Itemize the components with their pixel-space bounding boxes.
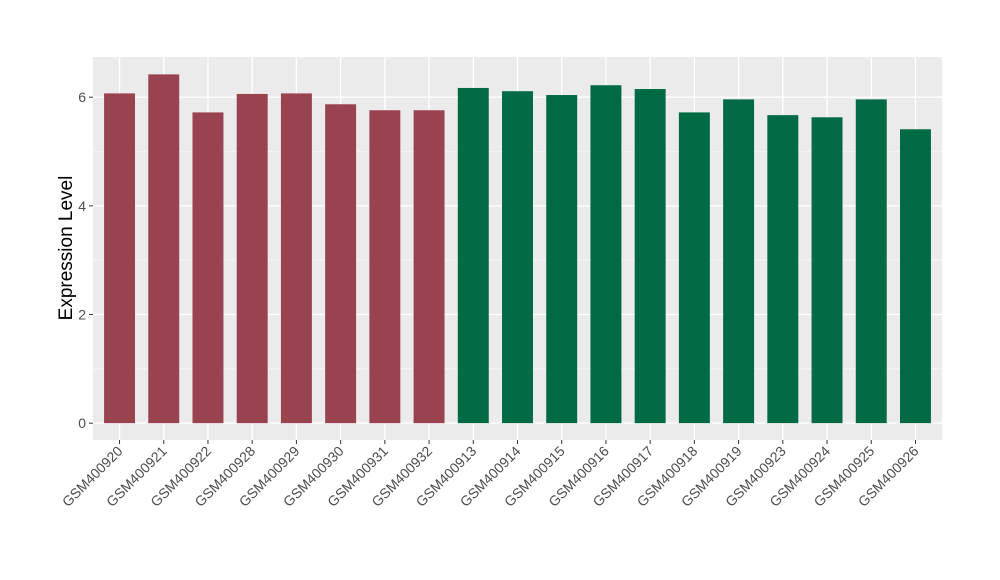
bar [678,112,710,424]
bar [634,89,666,424]
bar [855,99,887,424]
bar [192,112,224,424]
bar [236,93,268,424]
bar [457,87,489,424]
bar [811,117,843,424]
bar [546,95,578,424]
y-tick-label: 0 [78,415,86,431]
bar [413,110,445,424]
y-tick-label: 4 [78,198,86,214]
bar [590,85,622,424]
y-axis-label: Expression Level [56,176,77,321]
bar [502,91,533,424]
bar [280,93,312,424]
bar [369,110,401,424]
bar [723,99,755,424]
bar [104,93,136,424]
y-tick-label: 2 [78,307,86,323]
bar [899,129,931,424]
y-tick-label: 6 [78,89,86,105]
bar [325,104,357,424]
bar [148,74,180,424]
bar [767,115,799,424]
